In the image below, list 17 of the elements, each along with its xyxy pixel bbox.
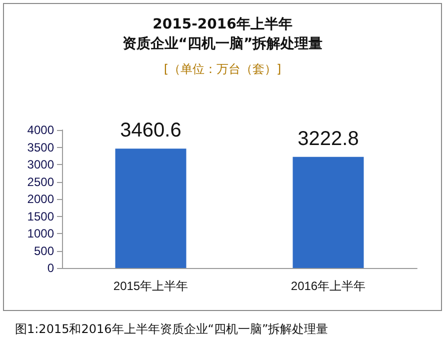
x-tick-label: 2016年上半年 [290, 279, 366, 293]
y-tick-label: 1500 [27, 209, 54, 224]
y-tick-label: 0 [47, 261, 54, 275]
caption: 图1:2015和2016年上半年资质企业“四机一脑”拆解处理量 [15, 322, 328, 336]
x-tick-label: 2015年上半年 [113, 279, 188, 293]
data-label: 3222.8 [298, 128, 359, 150]
data-label: 3460.6 [120, 120, 182, 142]
text: [（单位：万台（套）] [164, 62, 282, 76]
y-tick-label: 1000 [27, 226, 54, 240]
y-tick-label: 2000 [27, 192, 54, 206]
y-tick-label: 3000 [27, 158, 54, 172]
chart-subtitle: 资质企业“四机一脑”拆解处理量 [122, 35, 323, 52]
y-tick-label: 500 [34, 244, 54, 258]
y-tick-label: 4000 [27, 123, 54, 137]
chart-title: 2015-2016年上半年 [152, 16, 292, 32]
y-tick-label: 2500 [27, 174, 54, 189]
y-tick-label: 3500 [27, 140, 54, 154]
